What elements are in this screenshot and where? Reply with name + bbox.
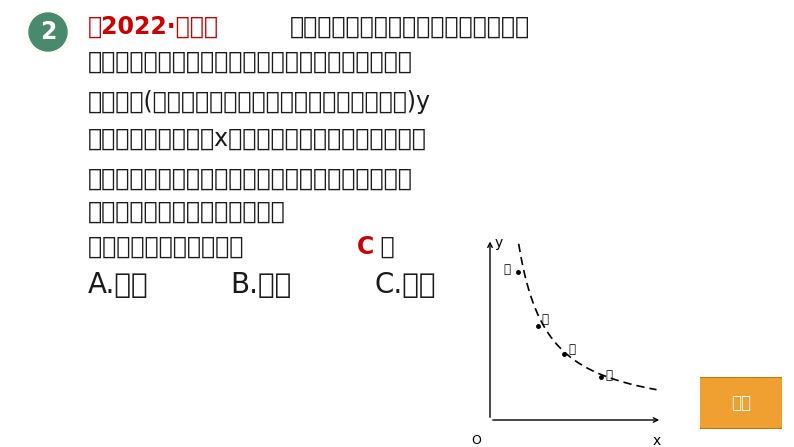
Circle shape	[29, 13, 67, 51]
FancyBboxPatch shape	[696, 377, 785, 429]
Text: 乙: 乙	[542, 313, 549, 326]
Text: 返回: 返回	[731, 394, 751, 412]
Text: 【2022·扬州】: 【2022·扬州】	[88, 15, 219, 39]
Text: ）: ）	[373, 235, 395, 259]
Text: B.　乙: B. 乙	[230, 271, 291, 299]
Text: 四所学校在这次党史知识竞赛中: 四所学校在这次党史知识竞赛中	[88, 200, 286, 224]
Text: 2: 2	[40, 20, 56, 44]
Text: 甲: 甲	[503, 263, 510, 276]
Text: A.　甲: A. 甲	[88, 271, 148, 299]
Text: O: O	[471, 434, 480, 447]
Text: 成绩优秀人数最多的是（: 成绩优秀人数最多的是（	[88, 235, 251, 259]
Text: 丁: 丁	[606, 369, 612, 382]
Text: 丙: 丙	[569, 342, 576, 355]
Text: 用四个点分别描述甲、乙、丙、丁四所学校竞赛成绩: 用四个点分别描述甲、乙、丙、丁四所学校竞赛成绩	[88, 50, 413, 74]
Text: 校情况的点恰好在同一个反比例函数的图象上，则这: 校情况的点恰好在同一个反比例函数的图象上，则这	[88, 167, 413, 191]
Text: D.　丁: D. 丁	[520, 271, 584, 299]
Text: x: x	[653, 434, 661, 447]
Text: C.　丙: C. 丙	[375, 271, 437, 299]
Text: C: C	[357, 235, 375, 259]
Text: 某市举行中学生党史知识竞赛，如图，: 某市举行中学生党史知识竞赛，如图，	[290, 15, 530, 39]
Text: 的优秀率(该校优秀人数与该校参加竞赛人数的比值)y: 的优秀率(该校优秀人数与该校参加竞赛人数的比值)y	[88, 90, 431, 114]
Text: 与该校参加竞赛人数x的情况，其中描述乙、丁两所学: 与该校参加竞赛人数x的情况，其中描述乙、丁两所学	[88, 127, 427, 151]
Text: y: y	[495, 236, 503, 249]
